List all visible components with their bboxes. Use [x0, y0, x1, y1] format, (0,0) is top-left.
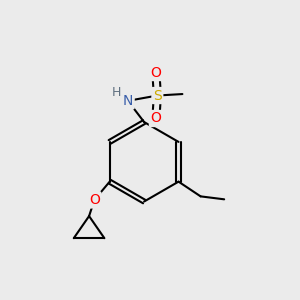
Text: O: O	[151, 112, 161, 125]
Text: S: S	[153, 88, 162, 103]
Text: N: N	[123, 94, 133, 108]
Text: O: O	[151, 66, 161, 80]
Text: O: O	[89, 193, 100, 207]
Text: H: H	[112, 86, 122, 99]
